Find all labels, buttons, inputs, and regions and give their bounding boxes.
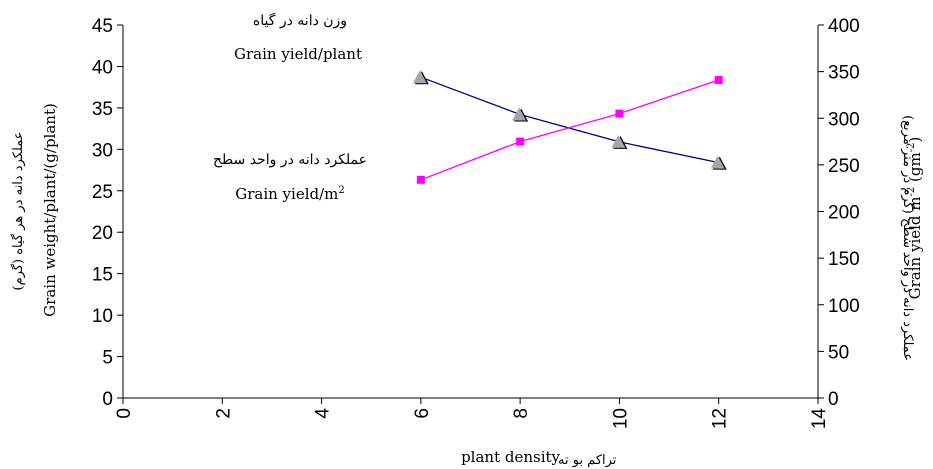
y-right-tick-label: 400 [828,16,860,37]
y-right-tick-label: 150 [828,249,860,270]
ticks: 0510152025303540450501001502002503003504… [92,16,860,429]
y-right-tick-label: 100 [828,296,860,317]
annotation-per-area-fa: عملکرد دانه در واحد سطح [213,152,367,168]
x-tick-label: 10 [610,408,631,429]
series [412,70,727,184]
point-per_area [516,137,525,146]
annotation-per-plant-en: Grain yield/plant [234,45,362,63]
y-right-title-en-main: Grain yield m [906,196,924,299]
y-right-title-fa: عملکرد دانه در واحد سطح (گرم در متر مربع… [900,115,916,361]
y-left-tick-label: 15 [92,265,113,286]
x-tick-label: 12 [710,408,731,429]
x-axis-title-en: plant density [461,448,560,466]
series-line-per_plant [420,76,719,164]
x-axis-title-fa: تراکم بو ته [558,453,617,468]
x-tick-label: 14 [809,408,830,430]
y-right-tick-label: 250 [828,156,860,177]
y-left-tick-label: 5 [102,348,113,369]
y-left-tick-label: 0 [102,389,113,410]
y-right-title-en-sup1: -2 [906,187,917,197]
point-per_plant [412,70,427,84]
annotation-per-plant-fa: وزن دانه در گیاه [253,12,347,29]
x-tick-label: 6 [412,408,433,419]
y-right-title-en-end: ) [906,137,924,143]
x-tick-label: 8 [511,408,532,419]
annotation-per-area-en-sup: 2 [338,185,344,196]
annotation-per-area-en: Grain yield/m2 [235,185,345,203]
y-right-tick-label: 350 [828,63,860,84]
point-per_area [714,76,723,85]
y-left-tick-label: 20 [92,223,113,244]
y-right-tick-label: 0 [828,389,839,410]
y-left-title-en: Grain weight/plant/(g/plant) [41,103,59,317]
annotation-per-area-en-main: Grain yield/m [235,185,338,203]
y-right-title-en-sup2: -2 [906,143,917,153]
point-per_area [615,109,624,118]
y-right-title-en-mid: (gm [906,152,924,186]
point-per_plant [710,155,725,169]
y-left-title-fa: عملکرد دانه در هر گیاه (گرم) [10,132,26,291]
y-left-tick-label: 45 [92,16,113,37]
y-left-tick-label: 35 [92,99,113,120]
y-right-tick-label: 300 [828,109,860,130]
point-per_plant [512,107,527,121]
x-tick-label: 4 [313,408,334,419]
point-per_plant [611,134,626,148]
x-tick-label: 0 [114,408,135,419]
y-right-title-en: Grain yield m-2 (gm-2) [906,137,924,300]
y-right-tick-label: 200 [828,203,860,224]
y-left-tick-label: 30 [92,140,113,161]
axes [122,25,819,399]
x-tick-label: 2 [213,408,234,419]
point-per_area [416,175,425,184]
y-left-tick-label: 25 [92,182,113,203]
y-right-tick-label: 50 [828,342,849,363]
y-left-tick-label: 10 [92,306,113,327]
y-left-tick-label: 40 [92,57,113,78]
series-line-per_area [420,79,719,181]
